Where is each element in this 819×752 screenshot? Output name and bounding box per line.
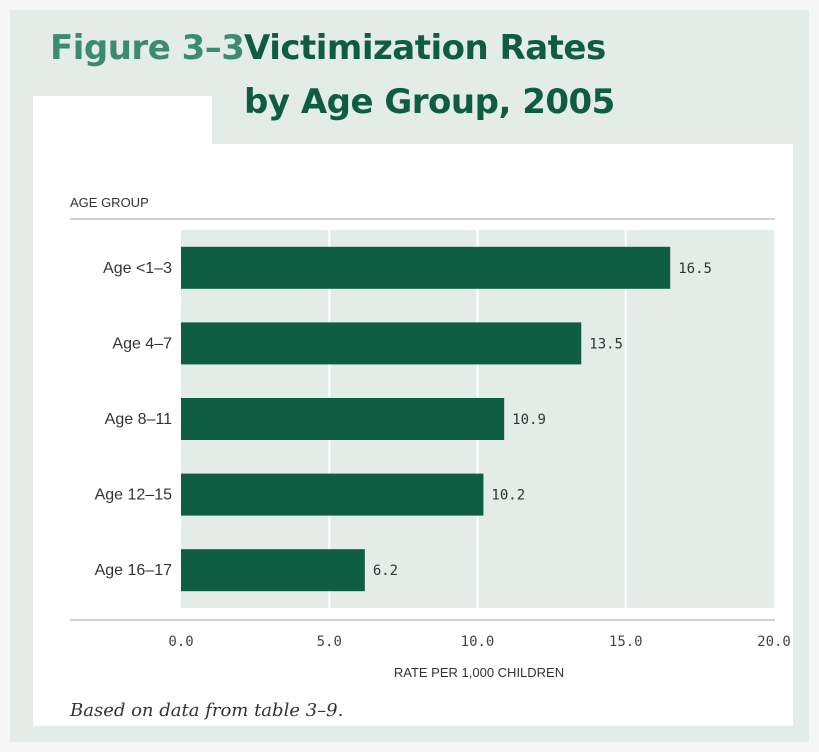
- value-label: 6.2: [373, 563, 398, 579]
- value-label: 10.9: [512, 412, 546, 428]
- category-label: Age 4–7: [112, 335, 172, 352]
- x-tick-label: 0.0: [168, 634, 193, 650]
- category-label: Age 8–11: [105, 411, 172, 428]
- x-tick-label: 10.0: [461, 634, 495, 650]
- x-axis-title: RATE PER 1,000 CHILDREN: [394, 665, 564, 680]
- category-labels: Age <1–3 Age 4–7 Age 8–11 Age 12–15 Age 16–1…: [95, 260, 173, 579]
- value-labels: 16.5 13.5 10.9 10.2 6.2: [373, 261, 712, 579]
- tick-labels: 0.0 5.0 10.0 15.0 20.0: [168, 634, 791, 650]
- bar: [181, 473, 484, 516]
- bar: [181, 322, 582, 365]
- category-label: Age <1–3: [103, 260, 172, 277]
- title-band: [212, 86, 809, 144]
- bar: [181, 398, 505, 440]
- bar: [181, 246, 671, 289]
- figure-label: Figure 3–3: [50, 28, 245, 68]
- bars: [181, 246, 671, 592]
- x-tick-label: 20.0: [757, 634, 791, 650]
- value-label: 10.2: [491, 488, 525, 504]
- value-label: 13.5: [589, 336, 623, 352]
- value-label: 16.5: [678, 261, 712, 277]
- category-label: Age 16–17: [95, 562, 173, 579]
- x-tick-label: 15.0: [609, 634, 643, 650]
- category-label: Age 12–15: [95, 487, 173, 504]
- figure-caption: Based on data from table 3–9.: [70, 700, 344, 721]
- figure-title-line-1: Victimization Rates: [244, 28, 606, 68]
- x-tick-label: 5.0: [317, 634, 342, 650]
- figure-title-line-2: by Age Group, 2005: [244, 82, 615, 122]
- y-axis-title: AGE GROUP: [70, 195, 149, 210]
- bar: [181, 549, 365, 592]
